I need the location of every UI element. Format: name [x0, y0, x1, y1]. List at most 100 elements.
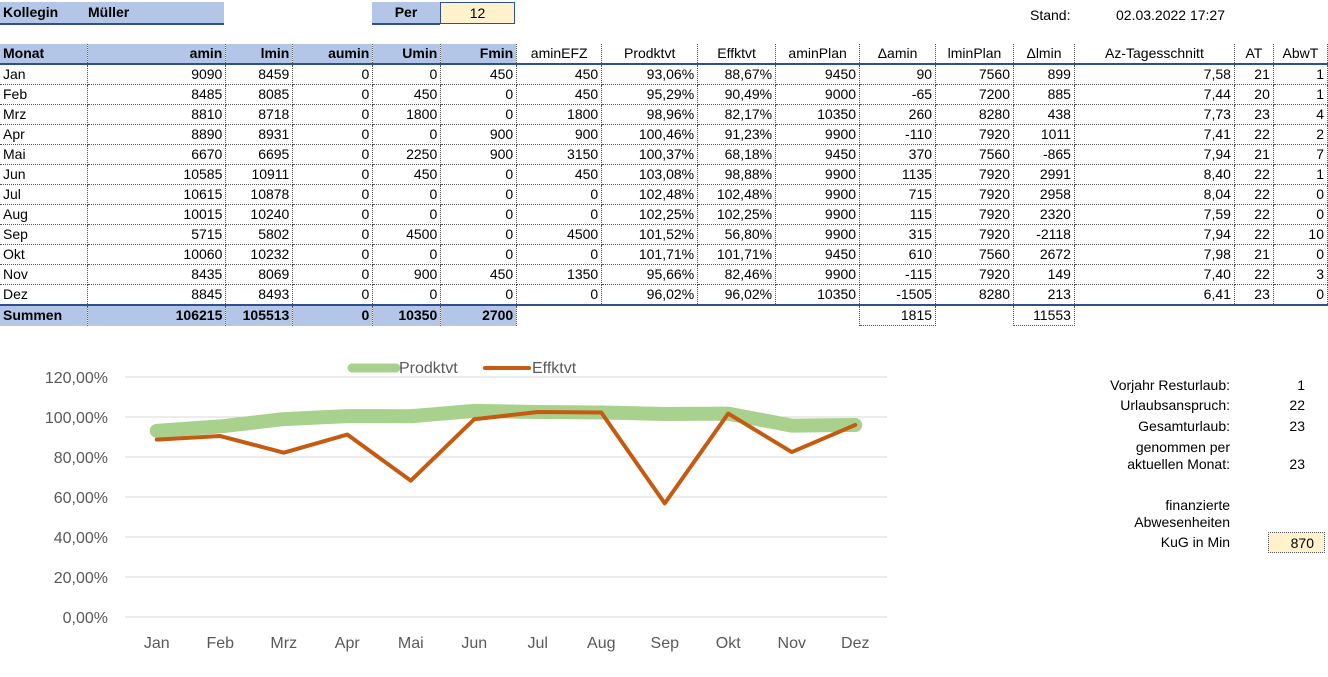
cell-aumin[interactable]: 0 — [292, 224, 374, 245]
cell-umin[interactable]: 0 — [372, 284, 442, 306]
cell-aminplan[interactable]: 10350 — [775, 284, 861, 306]
cell-umin[interactable]: 1800 — [372, 104, 442, 125]
cell-aumin[interactable]: 0 — [292, 84, 374, 105]
cell-lminplan[interactable]: 7560 — [935, 144, 1014, 165]
cell-lmin[interactable]: 5802 — [225, 224, 294, 245]
cell-delta-lmin[interactable]: 2958 — [1013, 184, 1075, 205]
cell-effktvt[interactable]: 96,02% — [697, 284, 777, 306]
cell-aminplan[interactable]: 9450 — [775, 64, 861, 85]
cell-delta-amin[interactable]: -115 — [859, 264, 937, 285]
cell-at[interactable]: 21 — [1234, 244, 1274, 265]
cell-amin[interactable]: 10585 — [87, 164, 227, 185]
cell-amin[interactable]: 5715 — [87, 224, 227, 245]
cell-at[interactable]: 21 — [1234, 64, 1274, 85]
cell-amin[interactable]: 6670 — [87, 144, 227, 165]
cell-abwt[interactable]: 0 — [1273, 204, 1328, 225]
cell-aminplan[interactable]: 9450 — [775, 144, 861, 165]
total-fmin[interactable]: 2700 — [440, 304, 518, 326]
cell-umin[interactable]: 0 — [372, 204, 442, 225]
cell-az-tagesschnitt[interactable]: 7,58 — [1074, 64, 1235, 85]
cell-amin[interactable]: 10060 — [87, 244, 227, 265]
cell-delta-lmin[interactable]: 1011 — [1013, 124, 1075, 145]
cell-aumin[interactable]: 0 — [292, 184, 374, 205]
cell-lmin[interactable]: 10232 — [225, 244, 294, 265]
cell-aumin[interactable]: 0 — [292, 124, 374, 145]
cell-effktvt[interactable]: 56,80% — [697, 224, 777, 245]
cell-aminefz[interactable]: 900 — [516, 124, 603, 145]
cell-prodktvt[interactable]: 95,66% — [601, 264, 699, 285]
vorjahr-value[interactable]: 1 — [1297, 377, 1305, 393]
cell-aminefz[interactable]: 1350 — [516, 264, 603, 285]
cell-fmin[interactable]: 0 — [440, 284, 518, 306]
cell-delta-amin[interactable]: 90 — [859, 64, 937, 85]
cell-delta-lmin[interactable]: -865 — [1013, 144, 1075, 165]
cell-fmin[interactable]: 0 — [440, 104, 518, 125]
cell-lminplan[interactable]: 7920 — [935, 184, 1014, 205]
cell-delta-amin[interactable]: 370 — [859, 144, 937, 165]
cell-abwt[interactable]: 2 — [1273, 124, 1328, 145]
cell-amin[interactable]: 8485 — [87, 84, 227, 105]
cell-effktvt[interactable]: 68,18% — [697, 144, 777, 165]
cell-aminefz[interactable]: 450 — [516, 84, 603, 105]
cell-aminefz[interactable]: 3150 — [516, 144, 603, 165]
cell-az-tagesschnitt[interactable]: 7,40 — [1074, 264, 1235, 285]
cell-delta-amin[interactable]: 115 — [859, 204, 937, 225]
cell-umin[interactable]: 450 — [372, 164, 442, 185]
cell-at[interactable]: 23 — [1234, 284, 1274, 306]
cell-umin[interactable]: 2250 — [372, 144, 442, 165]
cell-delta-lmin[interactable]: 2991 — [1013, 164, 1075, 185]
cell-umin[interactable]: 4500 — [372, 224, 442, 245]
cell-aminefz[interactable]: 1800 — [516, 104, 603, 125]
cell-aminefz[interactable]: 0 — [516, 244, 603, 265]
cell-prodktvt[interactable]: 98,96% — [601, 104, 699, 125]
cell-delta-lmin[interactable]: 438 — [1013, 104, 1075, 125]
cell-aumin[interactable]: 0 — [292, 244, 374, 265]
cell-abwt[interactable]: 3 — [1273, 264, 1328, 285]
cell-aumin[interactable]: 0 — [292, 64, 374, 85]
cell-umin[interactable]: 900 — [372, 264, 442, 285]
total-umin[interactable]: 10350 — [372, 304, 442, 326]
cell-lminplan[interactable]: 8280 — [935, 284, 1014, 306]
cell-lmin[interactable]: 8085 — [225, 84, 294, 105]
total-delta-amin[interactable]: 1815 — [859, 304, 937, 326]
cell-prodktvt[interactable]: 102,25% — [601, 204, 699, 225]
cell-az-tagesschnitt[interactable]: 7,41 — [1074, 124, 1235, 145]
cell-delta-amin[interactable]: 1135 — [859, 164, 937, 185]
cell-fmin[interactable]: 0 — [440, 224, 518, 245]
cell-umin[interactable]: 450 — [372, 84, 442, 105]
cell-lmin[interactable]: 10878 — [225, 184, 294, 205]
cell-prodktvt[interactable]: 103,08% — [601, 164, 699, 185]
cell-prodktvt[interactable]: 93,06% — [601, 64, 699, 85]
cell-az-tagesschnitt[interactable]: 8,04 — [1074, 184, 1235, 205]
cell-umin[interactable]: 0 — [372, 184, 442, 205]
cell-abwt[interactable]: 1 — [1273, 84, 1328, 105]
cell-aumin[interactable]: 0 — [292, 104, 374, 125]
cell-at[interactable]: 23 — [1234, 104, 1274, 125]
cell-aumin[interactable]: 0 — [292, 144, 374, 165]
cell-delta-amin[interactable]: -110 — [859, 124, 937, 145]
cell-aminefz[interactable]: 450 — [516, 164, 603, 185]
cell-abwt[interactable]: 4 — [1273, 104, 1328, 125]
cell-lminplan[interactable]: 7920 — [935, 204, 1014, 225]
cell-aminefz[interactable]: 0 — [516, 184, 603, 205]
cell-az-tagesschnitt[interactable]: 7,98 — [1074, 244, 1235, 265]
cell-at[interactable]: 22 — [1234, 204, 1274, 225]
cell-abwt[interactable]: 1 — [1273, 164, 1328, 185]
cell-delta-amin[interactable]: 610 — [859, 244, 937, 265]
cell-effktvt[interactable]: 91,23% — [697, 124, 777, 145]
cell-effktvt[interactable]: 88,67% — [697, 64, 777, 85]
cell-fmin[interactable]: 0 — [440, 244, 518, 265]
cell-aminplan[interactable]: 10350 — [775, 104, 861, 125]
cell-aminefz[interactable]: 4500 — [516, 224, 603, 245]
cell-az-tagesschnitt[interactable]: 7,73 — [1074, 104, 1235, 125]
cell-lmin[interactable]: 8931 — [225, 124, 294, 145]
cell-fmin[interactable]: 900 — [440, 124, 518, 145]
cell-umin[interactable]: 0 — [372, 124, 442, 145]
total-aumin[interactable]: 0 — [292, 304, 374, 326]
cell-aminplan[interactable]: 9900 — [775, 264, 861, 285]
cell-effktvt[interactable]: 82,46% — [697, 264, 777, 285]
cell-amin[interactable]: 8810 — [87, 104, 227, 125]
cell-at[interactable]: 22 — [1234, 264, 1274, 285]
cell-prodktvt[interactable]: 96,02% — [601, 284, 699, 306]
cell-az-tagesschnitt[interactable]: 7,44 — [1074, 84, 1235, 105]
